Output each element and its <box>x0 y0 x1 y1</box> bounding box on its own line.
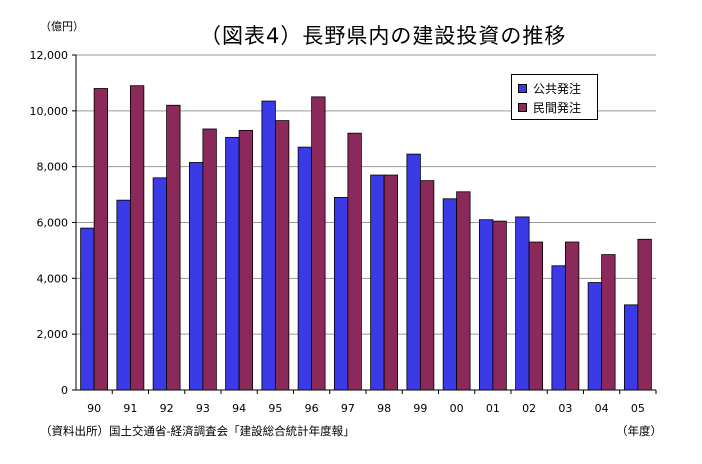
y-tick-label: 12,000 <box>30 49 69 62</box>
x-tick-label: 99 <box>413 402 427 415</box>
legend-label-private: 民間発注 <box>533 101 582 115</box>
bar-private <box>528 241 544 391</box>
x-tick-label: 98 <box>377 402 391 415</box>
y-tick-label: 8,000 <box>37 161 69 174</box>
y-tick-label: 6,000 <box>37 217 69 230</box>
x-tick-label: 94 <box>232 402 246 415</box>
bar-public <box>623 304 639 391</box>
y-tick-label: 10,000 <box>30 105 69 118</box>
bar-public <box>188 162 204 391</box>
bar-private <box>456 191 471 391</box>
legend-swatch-public <box>518 84 527 93</box>
bar-private <box>637 238 652 391</box>
bar-private <box>419 180 435 391</box>
legend-item-public: 公共発注 <box>518 79 597 98</box>
bar-private <box>564 241 580 391</box>
x-unit-label: （年度） <box>616 424 662 438</box>
bar-public <box>152 177 168 391</box>
legend-label-public: 公共発注 <box>533 82 582 96</box>
x-tick-label: 04 <box>595 402 609 415</box>
y-tick-label: 4,000 <box>37 272 69 285</box>
y-tick-label: 0 <box>61 384 68 397</box>
bar-private <box>311 96 326 391</box>
bar-public <box>406 153 421 391</box>
bar-public <box>297 146 313 391</box>
bar-public <box>551 265 566 391</box>
x-tick-label: 95 <box>268 402 282 415</box>
x-tick-label: 00 <box>450 402 464 415</box>
x-tick-label: 02 <box>522 402 536 415</box>
y-unit-label: （億円） <box>40 20 84 33</box>
x-tick-label: 01 <box>486 402 500 415</box>
bar-private <box>383 174 399 391</box>
x-tick-label: 97 <box>341 402 355 415</box>
source-note: （資料出所）国土交通省‐経済調査会「建設総合統計年度報」 <box>40 424 355 438</box>
legend-swatch-private <box>518 103 527 112</box>
bar-public <box>515 216 530 391</box>
bar-public <box>225 136 240 391</box>
bar-public <box>442 198 458 391</box>
legend-item-private: 民間発注 <box>518 98 597 117</box>
chart-title: （図表4）長野県内の建設投資の推移 <box>200 24 567 48</box>
x-tick-label: 90 <box>87 402 101 415</box>
bar-public <box>80 227 95 391</box>
bar-private <box>601 254 616 391</box>
bar-private <box>129 85 145 391</box>
bar-public <box>587 282 603 391</box>
bar-public <box>116 199 131 391</box>
bar-private <box>202 128 217 391</box>
x-tick-label: 03 <box>558 402 572 415</box>
bar-private <box>347 132 362 391</box>
legend: 公共発注 民間発注 <box>511 74 598 120</box>
bar-private <box>93 88 109 391</box>
x-tick-label: 91 <box>123 402 137 415</box>
y-tick-label: 2,000 <box>37 328 69 341</box>
bar-public <box>478 219 494 391</box>
x-tick-label: 96 <box>305 402 319 415</box>
bar-private <box>238 129 254 391</box>
x-tick-label: 92 <box>160 402 174 415</box>
bar-private <box>492 220 507 391</box>
bar-public <box>261 100 276 391</box>
bar-private <box>274 120 290 391</box>
bar-public <box>370 174 385 391</box>
bar-public <box>333 196 349 391</box>
x-tick-label: 93 <box>196 402 210 415</box>
x-tick-label: 05 <box>631 402 645 415</box>
bar-private <box>166 104 181 391</box>
